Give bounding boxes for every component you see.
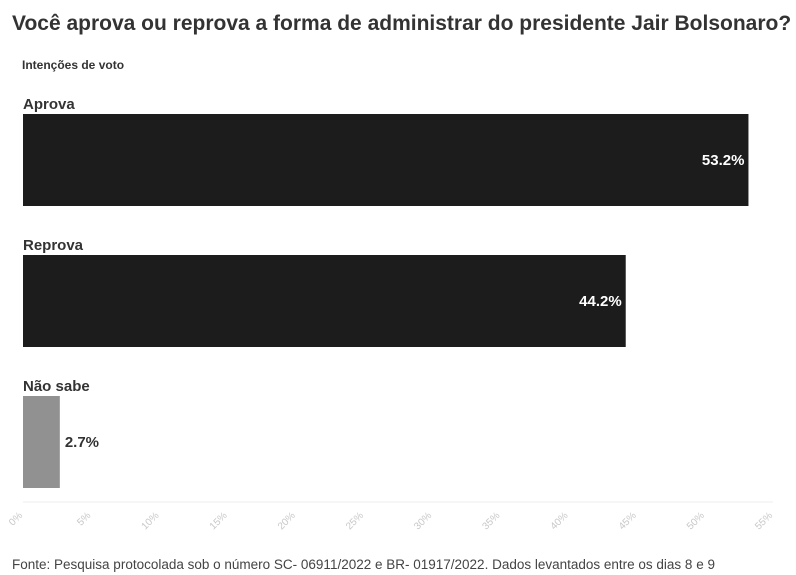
x-tick-label: 55% — [753, 510, 775, 532]
category-label: Reprova — [23, 237, 84, 254]
value-label: 44.2% — [579, 293, 622, 310]
x-tick-label: 30% — [412, 510, 434, 532]
value-label: 2.7% — [65, 434, 99, 451]
category-label: Aprova — [23, 96, 75, 113]
x-tick-label: 40% — [549, 510, 571, 532]
x-tick-label: 45% — [617, 510, 639, 532]
x-tick-label: 15% — [208, 510, 230, 532]
chart-subtitle: Intenções de voto — [22, 58, 125, 72]
value-label: 53.2% — [702, 152, 745, 169]
x-tick-label: 35% — [480, 510, 502, 532]
x-tick-label: 0% — [7, 510, 25, 528]
category-label: Não sabe — [23, 378, 90, 395]
chart-title: Você aprova ou reprova a forma de admini… — [12, 12, 792, 35]
bar-1 — [23, 255, 626, 347]
x-tick-label: 10% — [140, 510, 162, 532]
x-tick-label: 20% — [276, 510, 298, 532]
bar-0 — [23, 114, 749, 206]
bar-2 — [23, 396, 60, 488]
x-tick-label: 5% — [75, 510, 93, 528]
x-tick-label: 25% — [344, 510, 366, 532]
x-tick-label: 50% — [685, 510, 707, 532]
source-note: Fonte: Pesquisa protocolada sob o número… — [12, 557, 715, 572]
